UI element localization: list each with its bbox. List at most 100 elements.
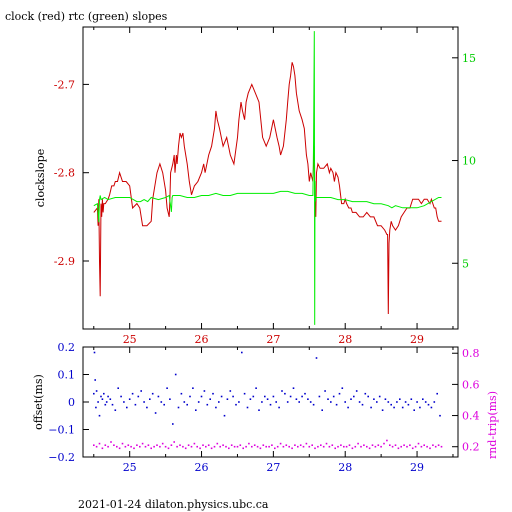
scatter-point-roundtrip bbox=[179, 444, 181, 446]
scatter-point-roundtrip bbox=[368, 447, 371, 450]
scatter-point-offset bbox=[413, 409, 415, 411]
scatter-point-offset bbox=[430, 406, 433, 409]
scatter-point-offset bbox=[100, 395, 102, 398]
bottom-right-y-tick-label: 0.6 bbox=[462, 378, 480, 391]
scatter-point-offset bbox=[203, 390, 206, 392]
scatter-point-roundtrip bbox=[343, 445, 345, 448]
scatter-point-roundtrip bbox=[434, 445, 437, 448]
scatter-point-offset bbox=[304, 392, 306, 395]
scatter-point-offset bbox=[439, 414, 441, 417]
scatter-point-roundtrip bbox=[95, 445, 98, 448]
scatter-point-roundtrip bbox=[291, 447, 293, 450]
scatter-point-offset bbox=[180, 392, 183, 395]
scatter-point-offset bbox=[275, 401, 277, 403]
scatter-point-roundtrip bbox=[127, 444, 130, 446]
scatter-point-offset bbox=[410, 398, 413, 400]
bottom-x-tick-label: 27 bbox=[266, 461, 280, 474]
top-x-tick-label: 29 bbox=[410, 333, 424, 346]
scatter-point-offset bbox=[407, 403, 410, 406]
scatter-point-offset bbox=[266, 398, 269, 400]
scatter-point-roundtrip bbox=[348, 444, 351, 446]
footer-text: 2021-01-24 dilaton.physics.ubc.ca bbox=[78, 498, 269, 511]
scatter-point-offset bbox=[399, 398, 401, 400]
scatter-point-roundtrip bbox=[193, 442, 196, 445]
scatter-point-roundtrip bbox=[113, 444, 115, 446]
scatter-point-roundtrip bbox=[317, 445, 319, 448]
scatter-point-offset bbox=[120, 395, 122, 398]
scatter-point-offset bbox=[424, 401, 427, 403]
scatter-point-roundtrip bbox=[337, 445, 339, 448]
bottom-left-y-tick-label: 0 bbox=[68, 396, 75, 409]
scatter-point-roundtrip bbox=[282, 445, 285, 448]
scatter-point-offset bbox=[422, 398, 424, 400]
scatter-point-offset bbox=[416, 401, 418, 403]
scatter-point-offset bbox=[284, 392, 286, 395]
top-series bbox=[93, 31, 442, 325]
scatter-point-roundtrip bbox=[294, 444, 296, 446]
top-panel: 25 26 27 28 29 -2.7 -2.8 -2.9 15 10 5 clockslope bbox=[34, 26, 476, 346]
scatter-point-offset bbox=[123, 401, 125, 403]
bottom-x-tick-label: 25 bbox=[123, 461, 137, 474]
scatter-point-roundtrip bbox=[124, 445, 127, 448]
scatter-point-roundtrip bbox=[242, 447, 244, 450]
series-line-clock bbox=[93, 62, 442, 315]
scatter-point-offset bbox=[384, 398, 387, 400]
scatter-point-roundtrip bbox=[351, 447, 354, 450]
top-right-y-tick-label: 10 bbox=[462, 155, 476, 168]
scatter-point-roundtrip bbox=[297, 445, 299, 448]
scatter-point-roundtrip bbox=[308, 445, 311, 448]
scatter-point-roundtrip bbox=[104, 444, 107, 446]
scatter-point-offset bbox=[353, 395, 355, 398]
top-left-y-tick-label: -2.9 bbox=[54, 255, 75, 268]
scatter-point-roundtrip bbox=[187, 444, 190, 446]
scatter-point-offset bbox=[341, 387, 344, 389]
scatter-point-offset bbox=[111, 403, 114, 406]
scatter-point-offset bbox=[97, 401, 99, 403]
scatter-point-offset bbox=[212, 392, 214, 395]
scatter-point-roundtrip bbox=[245, 445, 247, 448]
scatter-point-offset bbox=[332, 395, 335, 398]
scatter-point-roundtrip bbox=[391, 445, 394, 448]
scatter-point-offset bbox=[427, 403, 430, 406]
scatter-point-offset bbox=[390, 403, 392, 406]
scatter-point-roundtrip bbox=[210, 447, 213, 450]
scatter-point-offset bbox=[154, 412, 157, 414]
scatter-point-offset bbox=[93, 351, 96, 354]
scatter-point-roundtrip bbox=[322, 445, 325, 448]
scatter-point-roundtrip bbox=[400, 445, 402, 448]
scatter-point-offset bbox=[93, 392, 95, 395]
scatter-point-offset bbox=[197, 401, 200, 403]
scatter-point-roundtrip bbox=[288, 445, 290, 448]
scatter-point-roundtrip bbox=[345, 445, 348, 448]
scatter-point-offset bbox=[109, 398, 112, 400]
scatter-point-offset bbox=[249, 398, 252, 400]
scatter-point-roundtrip bbox=[167, 447, 170, 450]
bottom-right-axis-label: rnd-trip(ms) bbox=[486, 391, 499, 459]
scatter-point-offset bbox=[269, 403, 272, 406]
top-x-tick-label: 28 bbox=[338, 333, 352, 346]
bottom-right-y-tick-label: 0.4 bbox=[462, 410, 480, 423]
scatter-point-offset bbox=[94, 379, 96, 381]
scatter-point-offset bbox=[163, 403, 165, 406]
scatter-point-offset bbox=[419, 406, 421, 409]
scatter-point-offset bbox=[321, 409, 323, 411]
scatter-point-roundtrip bbox=[268, 445, 270, 448]
scatter-point-roundtrip bbox=[219, 445, 221, 448]
scatter-point-offset bbox=[307, 398, 309, 400]
scatter-point-offset bbox=[114, 409, 117, 411]
scatter-point-offset bbox=[151, 392, 154, 395]
scatter-point-offset bbox=[95, 406, 97, 409]
scatter-point-roundtrip bbox=[141, 442, 144, 445]
scatter-point-offset bbox=[298, 401, 300, 403]
top-x-tick-label: 27 bbox=[266, 333, 280, 346]
scatter-point-offset bbox=[261, 401, 263, 403]
scatter-point-roundtrip bbox=[205, 445, 207, 448]
bottom-ticks: 25 26 27 28 29 0.2 0.1 0 −0.1 −0.2 0.8 0.6 0.4 0.2 bbox=[48, 341, 479, 474]
scatter-point-offset bbox=[376, 401, 378, 403]
scatter-point-offset bbox=[209, 398, 211, 400]
scatter-point-offset bbox=[128, 398, 131, 400]
scatter-point-roundtrip bbox=[406, 445, 408, 448]
scatter-point-offset bbox=[312, 403, 315, 406]
scatter-point-offset bbox=[149, 398, 151, 400]
